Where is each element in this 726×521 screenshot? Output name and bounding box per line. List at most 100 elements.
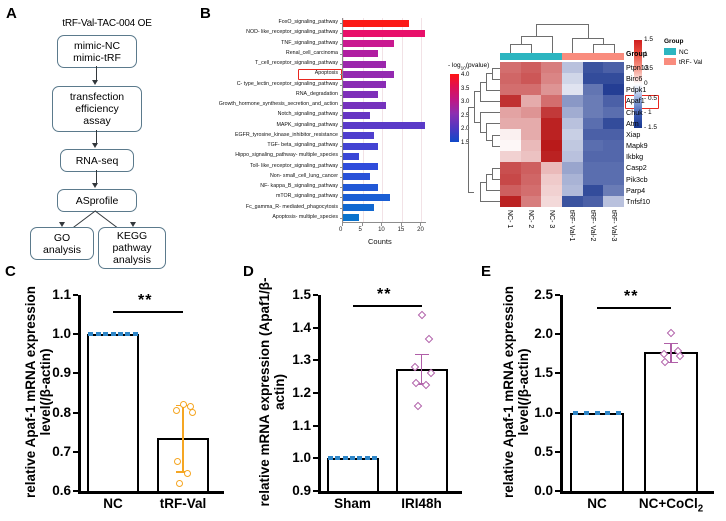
bar-plot-bar <box>343 163 379 171</box>
y-axis-title: relative Apaf-1 mRNA expression level(/β… <box>23 285 53 499</box>
heatmap-cell <box>561 62 583 74</box>
bar-plot-bar <box>343 70 394 78</box>
y-tick-label: 1.1 <box>292 417 311 433</box>
bar-plot-x-tickmark <box>342 223 343 226</box>
bar-plot-x-tickmark <box>400 223 402 226</box>
bar-plot-bar <box>343 81 386 89</box>
error-bar-cap <box>664 361 678 364</box>
heatmap-cell <box>520 128 542 141</box>
branch-right-head <box>130 222 136 227</box>
heatmap-column-label: NC- 1 <box>506 210 514 229</box>
panel-e: E 0.0 0.5 1.0 1.5 2.0 2.5 relative Apaf-1 mRNA… <box>476 262 726 521</box>
dendrogram-segment <box>474 91 475 122</box>
heatmap-cell <box>582 140 604 152</box>
y-tick-label: 1.4 <box>292 319 311 335</box>
pvalue-legend: - log10(pvalue) 4.0 3.5 3.0 2.5 2.0 1.5 <box>448 62 506 146</box>
dendrogram-segment <box>486 89 500 91</box>
group-legend-item-nc: NC <box>664 48 702 56</box>
dendrogram-segment <box>520 36 552 37</box>
data-point <box>110 332 116 337</box>
heatmap-cell <box>603 162 624 174</box>
y-tickmark <box>313 391 318 395</box>
y-tickmark <box>73 411 78 414</box>
heatmap-cell <box>582 184 604 196</box>
qpcr-bar <box>326 458 379 491</box>
y-axis <box>78 295 81 494</box>
panel-a-title: tRF-Val-TAC-004 OE <box>62 18 152 29</box>
bar-plot-bar <box>343 40 394 48</box>
flow-line: analysis <box>43 243 81 256</box>
x-category-label: IRI48h <box>401 496 442 511</box>
heatmap-cell <box>582 195 604 207</box>
heatmap-cell <box>541 95 562 107</box>
bar-plot-bar <box>343 91 379 99</box>
heatmap-cell <box>541 173 562 185</box>
bar-plot-category-label: Toll- like_receptor_signaling_pathway <box>249 162 338 169</box>
bar-plot-bar <box>343 122 426 130</box>
data-point <box>616 410 622 415</box>
flow-line: RNA-seq <box>75 154 119 167</box>
flow-line: GO <box>53 231 71 244</box>
bar-plot-bar <box>343 152 359 160</box>
data-point <box>327 456 333 461</box>
group-legend-title: Group <box>664 38 684 45</box>
heatmap-cell <box>582 151 604 163</box>
heatmap-cell <box>520 62 542 74</box>
data-point <box>103 332 109 337</box>
heatmap-cell <box>500 95 521 107</box>
bar-plot-y-tickmark <box>339 94 342 96</box>
bar-plot-bar <box>343 19 410 27</box>
kegg-bar-plot: Counts 0 5 10 15 20 FoxO_signaling_pathway NOD… <box>196 0 446 262</box>
bar-plot-y-tickmark <box>339 33 342 35</box>
bar-plot-category-label: Growth_hormone_synthesis_secretion_and_a… <box>218 101 338 108</box>
dendrogram-segment <box>520 36 522 44</box>
group-annotation-cell <box>520 53 542 60</box>
error-bar-cap <box>664 342 678 345</box>
dendrogram-segment <box>486 140 492 141</box>
y-tickmark <box>313 424 318 427</box>
bar-plot-y-tickmark <box>339 105 342 106</box>
arrow-3-head <box>92 183 99 188</box>
y-tickmark <box>555 293 560 297</box>
bar-plot-y-tickmark <box>339 23 342 24</box>
pvalue-colorbar <box>450 74 459 142</box>
bar-plot-x-ticklabel: 20 <box>417 227 424 233</box>
gene-heatmap: Group NC tRF- Val Group Ptpn13 Birc6 Pdpk1 A… <box>458 0 726 262</box>
heatmap-cell <box>541 128 562 141</box>
heatmap-colorbar-tick: 1.5 <box>644 36 654 43</box>
heatmap-cell <box>500 128 521 141</box>
dendrogram-segment <box>480 101 500 102</box>
bar-plot-gridline <box>421 18 422 222</box>
data-point <box>417 310 426 319</box>
dendrogram-segment <box>486 73 492 74</box>
bar-plot-bar <box>343 204 375 212</box>
qpcr-bar <box>395 368 448 491</box>
error-bar-cap <box>414 353 429 356</box>
bar-plot-bar <box>343 183 379 191</box>
dendrogram-segment <box>492 134 500 136</box>
heatmap-cell <box>541 62 562 74</box>
data-point <box>350 456 355 461</box>
heatmap-column-label: NC- 2 <box>527 210 534 229</box>
data-point <box>95 332 101 337</box>
heatmap-cell <box>561 184 583 196</box>
heatmap-gene-label: Xiap <box>626 129 641 139</box>
dendrogram-segment <box>486 173 492 175</box>
x-axis <box>318 491 462 494</box>
dendrogram-segment <box>587 24 589 38</box>
bar-plot-bar <box>343 214 359 222</box>
bar-plot-category-label: TGF- beta_signaling_pathway <box>267 142 338 149</box>
bar-plot-category-label: Fc_gamma_R- mediated_phagocytosis <box>245 203 338 210</box>
bar-plot-bar <box>343 193 390 201</box>
heatmap-cell <box>603 128 624 141</box>
flow-box-rnaseq: RNA-seq <box>60 149 134 172</box>
bar-plot-category-label: Apoptosis <box>314 70 338 77</box>
heatmap-cell <box>582 106 604 118</box>
heatmap-cell <box>541 184 562 196</box>
dendrogram-segment <box>468 106 474 108</box>
heatmap-cell <box>520 195 542 207</box>
y-tickmark <box>555 489 560 493</box>
x-category-label: NC+CoCl2 <box>638 496 704 515</box>
heatmap-cell <box>561 95 583 107</box>
bar-plot-bar <box>343 60 386 68</box>
